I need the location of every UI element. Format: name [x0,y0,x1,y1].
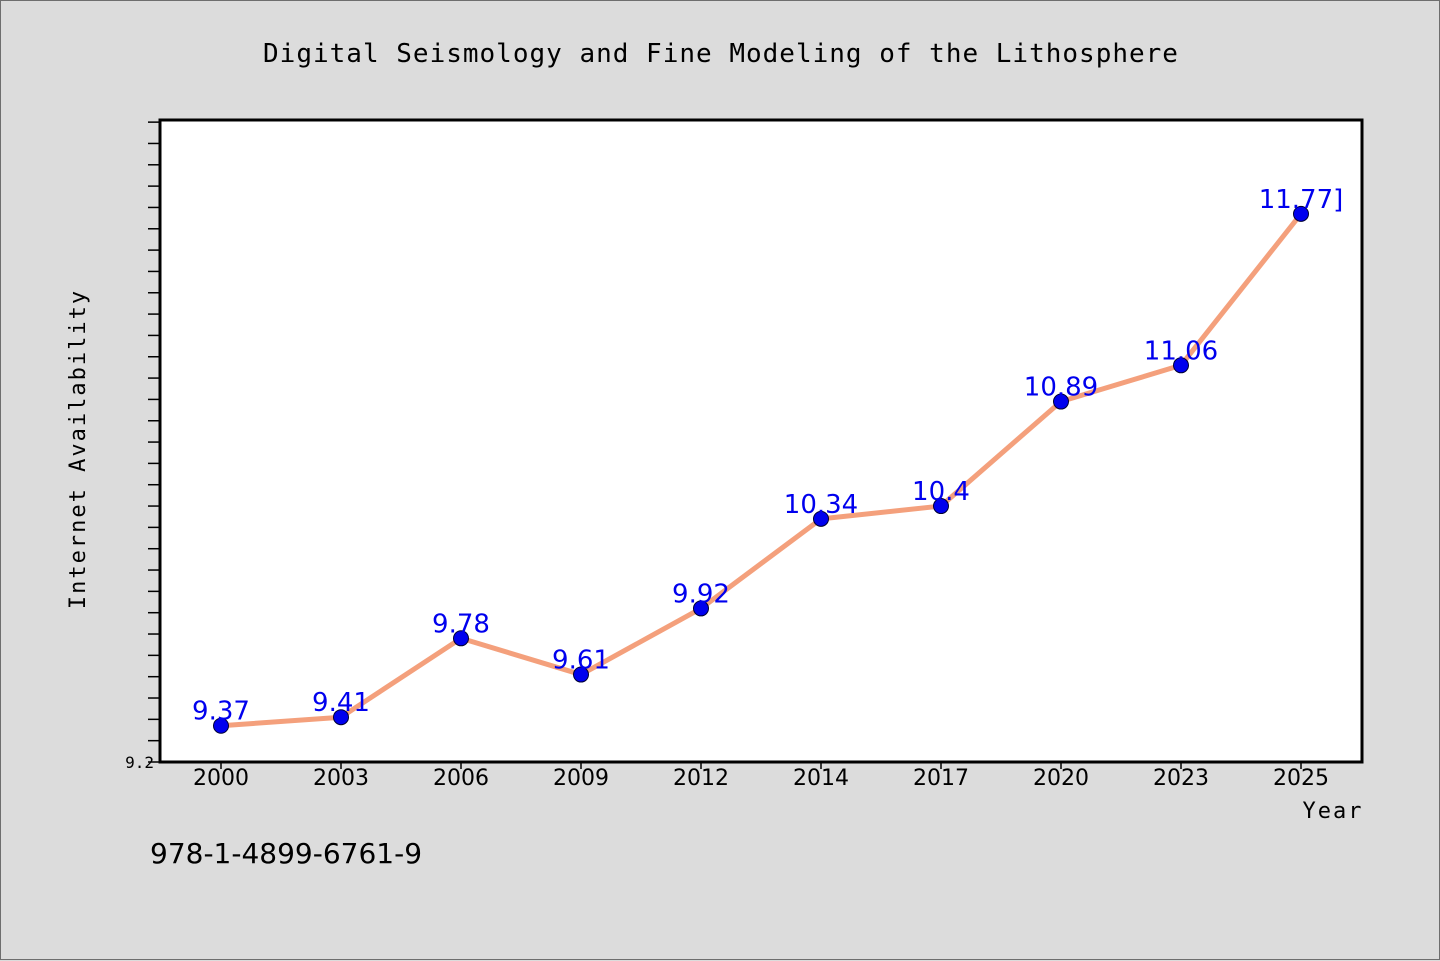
x-tick-label-2017: 2017 [913,766,969,791]
data-point-2017 [933,498,949,515]
x-tick-label-2014: 2014 [793,766,849,791]
data-point-2012 [693,600,709,617]
data-label-2020: 10.89 [1024,373,1098,403]
x-tick-label-2006: 2006 [433,766,489,791]
plot-area [158,118,1364,764]
data-label-2009: 9.61 [552,646,610,676]
data-point-2025 [1293,205,1309,222]
data-labels: 9.37 9.41 9.78 9.61 9.92 10.34 10.4 10.89 11.06 1… [192,185,1343,727]
data-label-2000: 9.37 [192,697,250,727]
x-axis-ticks: 2000 2003 2006 2009 2012 2014 2017 2020 2023 2025 [193,762,1329,791]
data-label-2012: 9.92 [672,579,730,609]
data-point-2006 [453,630,469,647]
series-markers [213,205,1309,734]
data-label-2006: 9.78 [432,609,490,639]
data-point-2000 [213,717,229,734]
series-line [218,211,1304,729]
data-point-2009 [573,666,589,683]
data-label-2017: 10.4 [912,477,970,507]
data-label-2023: 11.06 [1144,336,1218,366]
y-tick-label: 9.2 [125,753,154,772]
data-point-2020 [1053,393,1069,410]
isbn-annotation: 978-1-4899-6761-9 [150,837,422,870]
data-point-2014 [813,510,829,527]
chart-title: Digital Seismology and Fine Modeling of … [263,39,1179,69]
x-tick-label-2023: 2023 [1153,766,1209,791]
x-tick-label-2000: 2000 [193,766,249,791]
data-point-2023 [1173,357,1189,374]
data-label-2014: 10.34 [784,490,858,520]
x-axis-label: Year [1303,799,1364,824]
data-label-2003: 9.41 [312,688,370,718]
data-point-2003 [333,709,349,726]
x-tick-label-2012: 2012 [673,766,729,791]
x-tick-label-2009: 2009 [553,766,609,791]
x-tick-label-2003: 2003 [313,766,369,791]
x-tick-label-2020: 2020 [1033,766,1089,791]
data-label-2025: 11.77] [1259,185,1344,215]
x-tick-label-2025: 2025 [1273,766,1329,791]
y-axis-label: Internet Availability [66,289,91,609]
y-axis-ticks: 9.2 [125,121,160,772]
